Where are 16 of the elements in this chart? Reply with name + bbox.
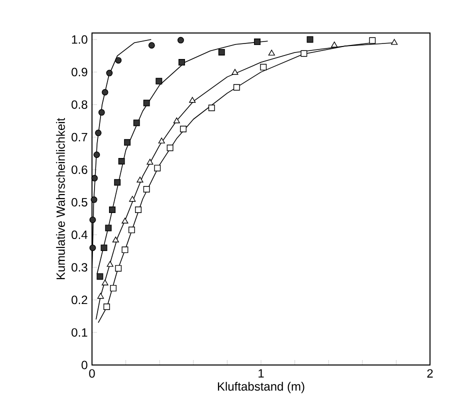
x-axis-title: Kluftabstand (m) (218, 382, 304, 394)
y-tick-label: 0.3 (72, 263, 88, 272)
x-tick-label: 1 (258, 369, 264, 378)
y-tick-label: 0 (82, 360, 88, 370)
y-tick-label: 0.4 (72, 230, 88, 240)
y-tick-label: 0.7 (72, 132, 88, 142)
y-tick-label: 0.6 (72, 165, 88, 174)
y-tick-label: 0.9 (72, 68, 88, 76)
y-tick-label: 0.1 (72, 328, 88, 337)
y-tick-label: 1.0 (72, 35, 88, 44)
y-tick-label: 0.8 (72, 100, 88, 109)
y-axis-title: Kumulative Wahrscheinlichkeit (56, 118, 65, 280)
x-tick-label: 0 (89, 369, 95, 378)
y-tick-label: 0.2 (72, 296, 88, 304)
x-tick-label: 2 (427, 369, 433, 378)
y-tick-label: 0.5 (72, 198, 88, 207)
